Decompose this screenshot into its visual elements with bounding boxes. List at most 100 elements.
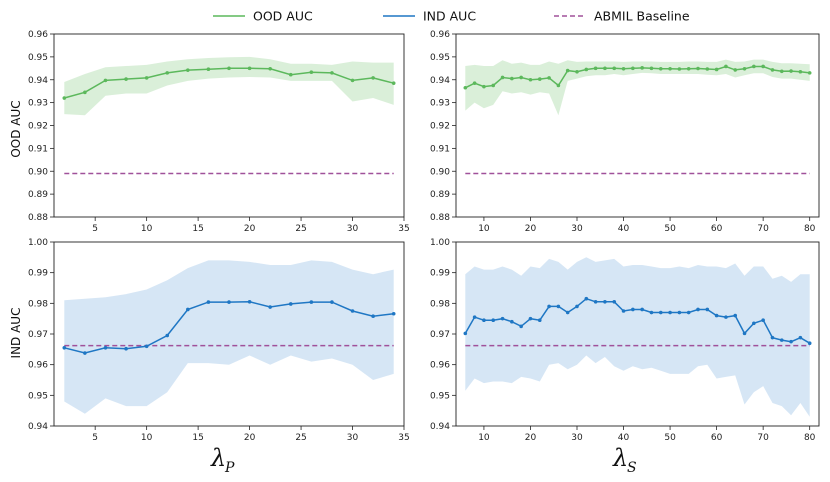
legend: OOD AUC IND AUC ABMIL Baseline (213, 9, 690, 24)
ind-confidence-band (64, 260, 394, 414)
ood-data-point (677, 67, 682, 71)
ind-data-point (124, 346, 128, 351)
y-tick-label: 0.96 (430, 30, 450, 40)
ind-series-line (464, 297, 811, 344)
ood-data-point (247, 66, 252, 71)
ind-data-point (686, 310, 691, 315)
ood-data-point (472, 81, 477, 85)
x-tick-label: 30 (571, 433, 583, 443)
y-tick-label: 0.95 (28, 391, 48, 401)
ood-data-point (603, 66, 607, 71)
ood-data-point (789, 69, 793, 73)
ind-confidence-band (465, 257, 810, 417)
ood-data-point (537, 77, 542, 81)
y-tick-label: 0.97 (28, 330, 48, 340)
ood-data-point (206, 67, 211, 72)
y-tick-label: 0.97 (430, 330, 450, 340)
ood-data-point (547, 76, 551, 80)
y-tick-label: 0.95 (28, 53, 48, 63)
ood-data-point (798, 69, 803, 74)
ind-data-point (575, 304, 579, 309)
x-tick-label: 15 (192, 433, 203, 443)
ind-data-point (724, 315, 728, 319)
ind-data-point (714, 313, 719, 318)
ind-data-point (621, 309, 626, 313)
y-tick-label: 0.88 (430, 213, 450, 223)
x-tick-label: 35 (398, 433, 409, 443)
ood-data-point (696, 66, 700, 71)
y-tick-label: 0.92 (430, 122, 450, 132)
ind-data-point (165, 333, 170, 338)
ind-data-point (612, 300, 617, 304)
ind-data-point (658, 310, 663, 315)
x-tick-label: 80 (804, 224, 816, 234)
y-tick-label: 0.94 (28, 76, 48, 86)
ind-data-point (371, 314, 375, 319)
ood-data-point (640, 66, 644, 70)
x-tick-label: 30 (571, 224, 583, 234)
ind-data-point (288, 302, 293, 306)
panel-ind-lambda-p: 0.94 0.95 0.96 0.97 0.98 0.99 1.00 5 10 15 20 25 30 3… (28, 238, 410, 443)
x-tick-label: 5 (92, 433, 98, 443)
x-tick-label: 15 (192, 224, 203, 234)
ind-data-point (62, 346, 67, 350)
ind-data-point (649, 310, 654, 315)
ind-data-point (500, 316, 505, 321)
ood-data-point (593, 66, 598, 71)
ind-data-point (593, 300, 598, 304)
y-tick-label: 0.99 (430, 269, 450, 279)
x-tick-label: 20 (244, 224, 256, 234)
ood-data-point (733, 68, 738, 72)
ood-data-point (227, 66, 231, 71)
ind-data-point (247, 300, 252, 304)
ind-data-point (83, 351, 87, 355)
ood-data-point (124, 77, 128, 81)
y-tick-label: 0.96 (430, 361, 450, 371)
x-tick-label: 30 (347, 224, 359, 234)
y-tick-label: 0.88 (28, 213, 48, 223)
ood-data-point (631, 66, 635, 71)
ood-data-point (186, 68, 190, 72)
ind-data-point (510, 319, 514, 324)
ood-data-point (391, 81, 396, 85)
y-tick-label: 0.93 (28, 99, 48, 109)
x-tick-label: 25 (295, 224, 306, 234)
ood-data-point (649, 66, 654, 71)
x-tick-label: 40 (618, 224, 630, 234)
ood-data-point (83, 90, 87, 95)
ood-data-point (556, 83, 561, 88)
ind-data-point (472, 315, 477, 319)
ind-data-point (330, 300, 334, 304)
x-tick-label: 80 (804, 433, 816, 443)
right-x-axis-label-sub: S (627, 460, 637, 476)
ind-data-point (268, 305, 272, 309)
ood-data-point (668, 66, 672, 71)
ood-data-point (482, 84, 486, 89)
ood-data-point (761, 64, 765, 69)
x-tick-label: 60 (711, 224, 723, 234)
ind-data-point (677, 310, 682, 315)
legend-label-ood: OOD AUC (253, 9, 313, 24)
x-tick-label: 35 (398, 224, 409, 234)
ind-data-point (565, 310, 570, 315)
ood-data-point (463, 85, 468, 90)
legend-label-baseline: ABMIL Baseline (594, 9, 690, 24)
ind-data-point (640, 307, 644, 312)
x-tick-label: 50 (664, 433, 676, 443)
ind-data-point (227, 300, 231, 304)
y-tick-label: 0.98 (28, 299, 48, 309)
y-tick-label: 0.94 (430, 76, 450, 86)
legend-entry-baseline: ABMIL Baseline (554, 9, 690, 24)
x-tick-label: 10 (141, 433, 153, 443)
ood-data-point (500, 75, 505, 80)
x-tick-label: 70 (757, 224, 769, 234)
ind-data-point (742, 331, 747, 336)
x-tick-label: 40 (618, 433, 630, 443)
x-tick-label: 50 (664, 224, 676, 234)
ood-data-point (350, 78, 355, 83)
x-tick-label: 10 (478, 224, 490, 234)
y-tick-label: 0.95 (430, 391, 450, 401)
panel-ind-lambda-s: 0.94 0.95 0.96 0.97 0.98 0.99 1.00 10 20 30 40 50 60… (430, 238, 820, 443)
ind-data-point (144, 344, 149, 349)
